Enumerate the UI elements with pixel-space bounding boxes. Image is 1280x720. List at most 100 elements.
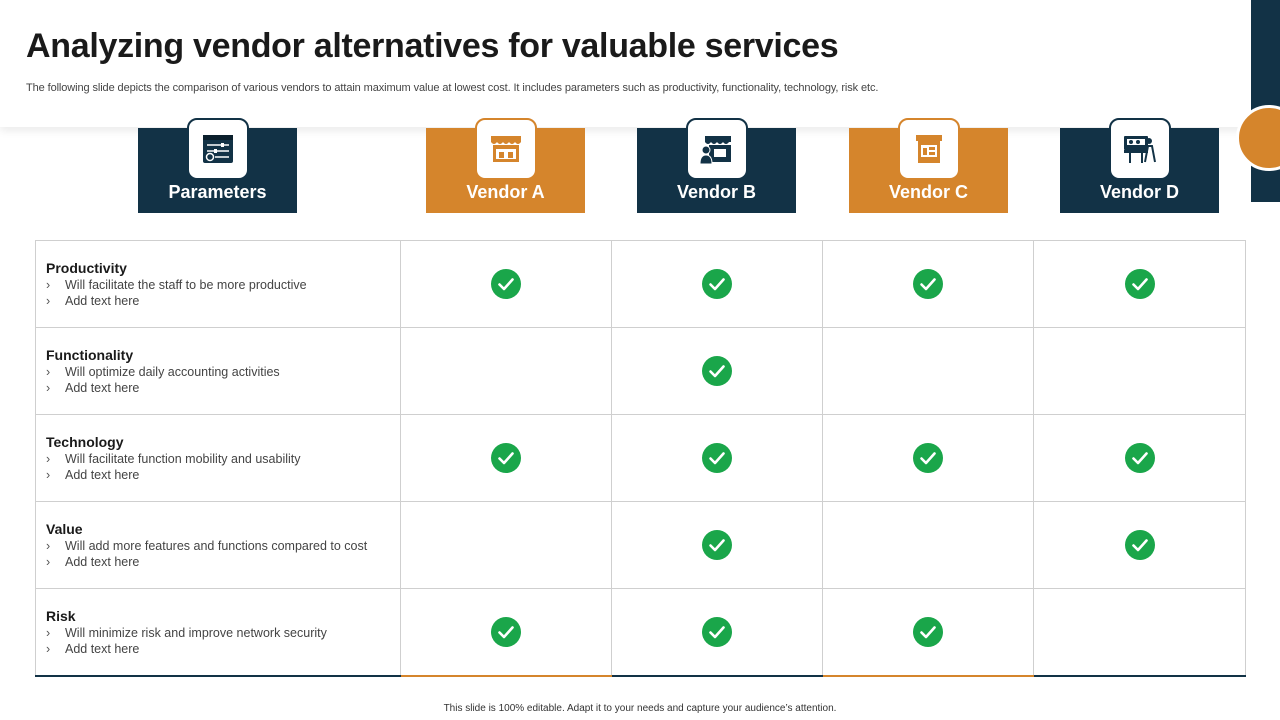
parameter-cell: Functionality › Will optimize daily accoun… — [35, 327, 401, 415]
check-cell — [400, 588, 612, 677]
check-icon — [702, 443, 732, 473]
check-cell — [1033, 588, 1246, 677]
check-cell — [822, 327, 1034, 415]
market-stall-icon — [1108, 118, 1171, 180]
bullet-text: Add text here — [65, 467, 140, 482]
shop-vendor-icon — [685, 118, 748, 180]
parameter-bullet: › Will add more features and functions co… — [46, 538, 400, 554]
parameter-bullet: › Add text here — [46, 554, 400, 570]
column-header-vendor-c: Vendor C — [849, 118, 1008, 213]
kiosk-icon — [897, 118, 960, 180]
decorative-bar — [1251, 0, 1280, 202]
storefront-icon — [474, 118, 537, 180]
bullet-chevron-icon: › — [46, 293, 51, 308]
parameter-bullet: › Will facilitate the staff to be more pr… — [46, 277, 400, 293]
column-label: Vendor B — [676, 182, 756, 202]
column-header-vendor-a: Vendor A — [426, 118, 585, 213]
bullet-chevron-icon: › — [46, 451, 51, 466]
column-label: Vendor A — [466, 182, 545, 202]
check-icon — [913, 269, 943, 299]
parameter-bullet: › Add text here — [46, 380, 400, 396]
check-cell — [611, 501, 823, 589]
bullet-text: Will add more features and functions com… — [65, 538, 368, 553]
check-icon — [1124, 269, 1155, 299]
parameter-name: Technology — [46, 433, 124, 450]
check-cell — [400, 501, 612, 589]
check-cell — [1033, 414, 1246, 502]
parameter-name: Value — [46, 520, 83, 537]
slide-subtitle: The following slide depicts the comparis… — [26, 82, 879, 94]
comparison-table-body: Productivity › Will facilitate the staff t… — [35, 240, 1246, 677]
table-row: Productivity › Will facilitate the staff t… — [35, 240, 1246, 328]
parameter-name: Functionality — [46, 346, 134, 363]
slide-title: Analyzing vendor alternatives for valuab… — [26, 27, 839, 65]
parameter-bullet: › Will minimize risk and improve network … — [46, 625, 400, 641]
slide-footer: This slide is 100% editable. Adapt it to… — [443, 703, 837, 714]
bullet-chevron-icon: › — [46, 380, 51, 395]
bullet-text: Add text here — [65, 641, 140, 656]
header-band — [0, 0, 1252, 127]
parameter-bullet: › Add text here — [46, 467, 400, 483]
bullet-text: Will minimize risk and improve network s… — [65, 625, 327, 640]
table-row: Risk › Will minimize risk and improve netw… — [35, 588, 1246, 677]
check-cell — [822, 588, 1034, 677]
parameter-bullet: › Add text here — [46, 293, 400, 309]
bullet-text: Will facilitate the staff to be more pro… — [65, 277, 307, 292]
column-header-vendor-d: Vendor D — [1060, 118, 1219, 213]
check-cell — [400, 327, 612, 415]
parameter-cell: Productivity › Will facilitate the staff t… — [35, 240, 401, 328]
check-icon — [491, 269, 521, 299]
comparison-table: Productivity › Will facilitate the staff t… — [35, 240, 1246, 677]
table-row: Technology › Will facilitate function mobi… — [35, 414, 1246, 502]
bullet-chevron-icon: › — [46, 277, 51, 292]
check-icon — [491, 443, 521, 473]
check-icon — [1124, 530, 1155, 560]
column-header-parameters: Parameters — [138, 118, 297, 213]
bullet-text: Add text here — [65, 293, 140, 308]
bullet-text: Add text here — [65, 554, 140, 569]
check-cell — [822, 240, 1034, 328]
bullet-chevron-icon: › — [46, 625, 51, 640]
parameter-bullet: › Add text here — [46, 641, 400, 657]
parameter-bullet: › Will facilitate function mobility and u… — [46, 451, 400, 467]
parameter-cell: Technology › Will facilitate function mobi… — [35, 414, 401, 502]
check-icon — [702, 617, 732, 647]
column-header-vendor-b: Vendor B — [637, 118, 796, 213]
parameter-cell: Risk › Will minimize risk and improve netw… — [35, 588, 401, 677]
parameter-name: Productivity — [46, 259, 127, 276]
bullet-chevron-icon: › — [46, 364, 51, 379]
check-cell — [400, 240, 612, 328]
check-icon — [913, 617, 943, 647]
table-row: Value › Will add more features and functio… — [35, 501, 1246, 589]
bullet-chevron-icon: › — [46, 641, 51, 656]
check-cell — [822, 414, 1034, 502]
parameter-bullet: › Will optimize daily accounting activiti… — [46, 364, 400, 380]
bullet-chevron-icon: › — [46, 467, 51, 482]
bullet-text: Will optimize daily accounting activitie… — [65, 364, 280, 379]
check-icon — [1124, 443, 1155, 473]
bullet-text: Add text here — [65, 380, 140, 395]
column-label: Parameters — [168, 182, 267, 202]
parameter-cell: Value › Will add more features and functio… — [35, 501, 401, 589]
check-cell — [400, 414, 612, 502]
check-cell — [822, 501, 1034, 589]
check-cell — [611, 414, 823, 502]
bullet-chevron-icon: › — [46, 554, 51, 569]
check-icon — [702, 530, 732, 560]
settings-panel-icon — [186, 118, 249, 180]
check-cell — [611, 588, 823, 677]
column-label: Vendor D — [1099, 182, 1179, 202]
check-cell — [1033, 240, 1246, 328]
check-cell — [611, 240, 823, 328]
check-cell — [1033, 501, 1246, 589]
check-icon — [913, 443, 943, 473]
table-row: Functionality › Will optimize daily accoun… — [35, 327, 1246, 415]
check-cell — [611, 327, 823, 415]
check-cell — [1033, 327, 1246, 415]
column-label: Vendor C — [888, 182, 968, 202]
check-icon — [491, 617, 521, 647]
check-icon — [702, 356, 732, 386]
bullet-chevron-icon: › — [46, 538, 51, 553]
parameter-name: Risk — [46, 607, 76, 624]
bullet-text: Will facilitate function mobility and us… — [65, 451, 301, 466]
